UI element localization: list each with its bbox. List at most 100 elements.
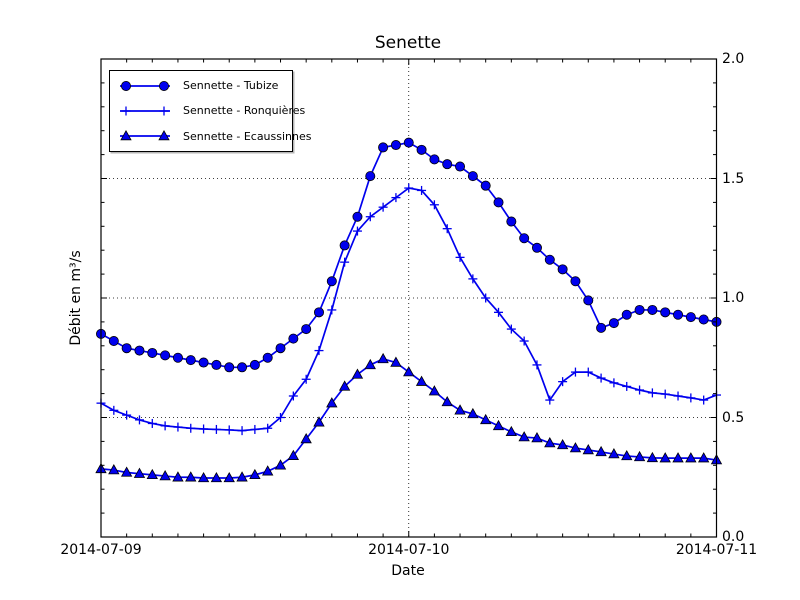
triangle-marker xyxy=(197,471,210,483)
circle-marker xyxy=(506,216,517,227)
circle-marker xyxy=(544,254,555,265)
triangle-marker xyxy=(120,466,133,477)
circle-marker xyxy=(275,343,286,354)
triangle-marker xyxy=(621,449,633,461)
y-tick-label: 0.0 xyxy=(722,529,745,545)
circle-marker xyxy=(519,233,530,244)
circle-marker xyxy=(390,140,401,151)
circle-marker xyxy=(621,309,632,320)
circle-marker xyxy=(493,197,504,208)
triangle-marker xyxy=(146,468,158,480)
circle-marker xyxy=(339,240,350,251)
triangle-marker xyxy=(262,465,274,476)
circle-marker xyxy=(685,312,696,323)
triangle-marker xyxy=(531,432,543,443)
triangle-marker xyxy=(544,437,556,448)
triangle-marker xyxy=(377,352,389,364)
circle-marker xyxy=(634,304,645,315)
triangle-marker xyxy=(505,425,518,437)
x-tick-label: 2014-07-10 xyxy=(368,542,450,558)
circle-marker xyxy=(442,159,453,170)
circle-marker xyxy=(647,304,658,315)
circle-marker xyxy=(288,333,299,344)
triangle-marker xyxy=(159,470,171,481)
y-tick-label: 1.5 xyxy=(722,170,745,187)
circle-marker xyxy=(480,180,491,191)
legend-label: Sennette - Ecaussinnes xyxy=(183,129,312,143)
legend: Sennette - Tubize Sennette - Ronquières … xyxy=(109,70,312,152)
axis-ticks xyxy=(100,58,717,538)
triangle-marker xyxy=(492,419,505,431)
circle-marker xyxy=(108,336,119,347)
triangle-marker xyxy=(556,438,569,450)
triangle-marker xyxy=(351,368,364,379)
chart-title: Senette xyxy=(374,33,442,53)
triangle-marker xyxy=(364,358,376,370)
circle-marker xyxy=(224,362,235,373)
legend-item-ronquieres: Sennette - Ronquières xyxy=(110,98,305,123)
triangle-marker xyxy=(120,130,132,141)
triangle-marker xyxy=(633,450,646,462)
triangle-marker xyxy=(300,432,312,444)
circle-marker xyxy=(262,352,273,363)
circle-marker xyxy=(455,161,466,172)
triangle-marker xyxy=(518,431,530,442)
legend-item-tubize: Sennette - Tubize xyxy=(110,73,292,98)
triangle-marker xyxy=(467,407,479,419)
triangle-marker xyxy=(236,471,248,482)
circle-marker xyxy=(416,144,427,155)
triangle-marker xyxy=(133,467,146,478)
circle-marker xyxy=(313,307,324,318)
legend-item-ecaussinnes: Sennette - Ecaussinnes xyxy=(110,124,312,149)
triangle-marker xyxy=(697,452,710,463)
circle-marker xyxy=(673,309,684,320)
line-triangle-marker-icon xyxy=(120,130,170,141)
circle-marker xyxy=(660,307,671,318)
circle-marker xyxy=(172,352,183,363)
line-circle-marker-icon xyxy=(120,80,170,91)
triangle-marker xyxy=(172,471,184,482)
triangle-marker xyxy=(158,130,170,141)
circle-marker xyxy=(185,355,196,366)
circle-marker xyxy=(301,324,312,335)
triangle-marker xyxy=(595,445,607,457)
triangle-marker xyxy=(210,471,223,483)
triangle-marker xyxy=(415,375,428,386)
circle-marker xyxy=(249,359,260,370)
circle-marker xyxy=(147,347,158,358)
line-plus-marker-icon xyxy=(120,106,170,116)
circle-marker xyxy=(159,80,170,91)
legend-label: Sennette - Ronquières xyxy=(183,104,306,118)
triangle-marker xyxy=(582,443,594,455)
circle-marker xyxy=(467,171,478,182)
gridlines xyxy=(101,59,717,537)
triangle-marker xyxy=(326,397,338,408)
triangle-marker xyxy=(313,416,325,427)
triangle-marker xyxy=(608,448,620,459)
triangle-marker xyxy=(249,468,261,480)
x-tick-label: 2014-07-09 xyxy=(60,542,142,558)
circle-marker xyxy=(121,80,131,91)
series-0 xyxy=(96,137,722,373)
circle-marker xyxy=(134,345,145,356)
triangle-marker xyxy=(403,366,415,377)
x-tick-label: 2014-07-11 xyxy=(675,542,758,558)
triangle-marker xyxy=(685,452,697,463)
circle-marker xyxy=(378,142,389,153)
triangle-marker xyxy=(454,404,466,415)
circle-marker xyxy=(403,137,414,148)
series-1 xyxy=(96,183,721,436)
y-tick-label: 0.5 xyxy=(722,409,745,426)
triangle-marker xyxy=(274,459,287,470)
circle-marker xyxy=(531,242,542,253)
triangle-marker xyxy=(659,452,671,463)
circle-marker xyxy=(160,350,171,361)
triangle-marker xyxy=(672,452,684,463)
circle-marker xyxy=(352,211,363,222)
y-axis-label: Débit en m³/s xyxy=(68,250,84,346)
triangle-marker xyxy=(185,471,197,482)
circle-marker xyxy=(198,357,209,368)
y-tick-label: 1.0 xyxy=(722,290,745,306)
